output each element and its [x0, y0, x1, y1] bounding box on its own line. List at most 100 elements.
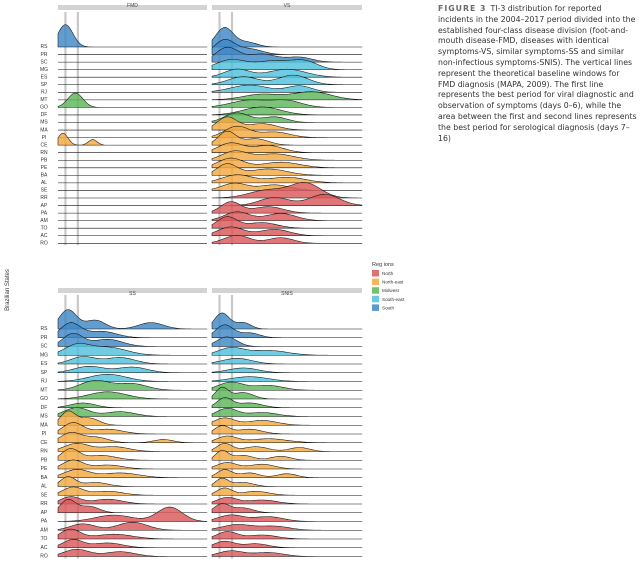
panel-strip-snis: [212, 288, 362, 293]
state-label-ac: AC: [41, 545, 48, 551]
state-label-am: AM: [40, 527, 48, 533]
ridge-vs-df: [211, 106, 363, 116]
ridge-ss-rr: [57, 496, 208, 505]
panel-fmd: FMD: [57, 3, 208, 246]
ridge-ss-al: [57, 476, 208, 487]
state-label-ba: BA: [41, 173, 48, 179]
panel-strip-vs: [212, 5, 362, 10]
legend-item-south-east: South-east: [372, 295, 405, 303]
ridge-ss-ro: [57, 548, 208, 557]
ridge-ss-ce: [57, 432, 208, 444]
state-label-sc: SC: [41, 344, 48, 350]
state-label-ma: MA: [40, 127, 48, 133]
panel-title-ss: SS: [129, 291, 136, 297]
ridge-ss-sp: [57, 365, 208, 374]
panel-title-snis: SNIS: [281, 291, 293, 297]
legend-label-north: North: [382, 271, 394, 276]
legend-item-north-east: North-east: [372, 278, 404, 286]
state-label-ma: MA: [40, 422, 48, 428]
ridge-fmd-rs: [57, 24, 208, 48]
legend-label-south-east: South-east: [382, 297, 405, 302]
state-label-mg: MG: [40, 67, 48, 73]
state-label-pi: PI: [42, 135, 47, 141]
ridge-snis-mt: [211, 381, 363, 391]
ridge-ss-ba: [57, 469, 208, 479]
state-label-ms: MS: [40, 120, 48, 126]
ridge-vs-ba: [211, 163, 363, 176]
state-label-df: DF: [41, 405, 48, 411]
ridge-snis-ro: [211, 550, 363, 557]
figure-caption: FIGURE 3 TI-3 distribution for reported i…: [438, 4, 638, 144]
state-label-rr: RR: [40, 501, 48, 507]
ridge-snis-mg: [211, 347, 363, 356]
state-label-rr: RR: [40, 195, 48, 201]
state-label-ac: AC: [41, 233, 48, 239]
ridge-snis-ce: [211, 435, 363, 444]
ridge-ss-es: [57, 356, 208, 365]
state-label-es: ES: [41, 361, 48, 367]
ridge-snis-pb: [211, 449, 363, 461]
ridge-ss-ma: [57, 410, 208, 426]
state-label-al: AL: [41, 484, 47, 490]
panel-snis: SNIS: [211, 288, 363, 559]
state-label-mt: MT: [40, 387, 47, 393]
state-label-rj: RJ: [41, 379, 48, 385]
ridge-ss-am: [57, 521, 208, 531]
ridge-vs-mt: [211, 91, 363, 101]
panel-vs: VS: [211, 3, 363, 246]
state-label-es: ES: [41, 74, 48, 80]
state-label-am: AM: [40, 218, 48, 224]
state-label-to: TO: [41, 225, 48, 231]
state-label-pe: PE: [41, 165, 48, 171]
panel-title-vs: VS: [284, 3, 291, 9]
state-labels-layer: RSPRSCMGESSPRJMTGODFMSMAPICERNPBPEBAALSE…: [40, 44, 48, 560]
ridge-fmd-ce: [57, 132, 208, 146]
panel-title-fmd: FMD: [127, 3, 138, 9]
panel-ss: SS: [57, 288, 208, 559]
ridge-snis-sc: [211, 336, 363, 347]
ridge-vs-rn: [211, 142, 363, 153]
ridge-snis-rs: [211, 312, 363, 330]
ridge-snis-ac: [211, 540, 363, 549]
ridge-vs-ce: [211, 130, 363, 146]
ridge-snis-sp: [211, 367, 363, 374]
legend-label-south: South: [382, 305, 394, 310]
state-label-pa: PA: [41, 210, 48, 216]
state-label-pb: PB: [41, 457, 48, 463]
state-label-ms: MS: [40, 414, 48, 420]
ridge-snis-rn: [211, 443, 363, 452]
ridge-ss-mg: [57, 343, 208, 356]
panel-strip-ss: [58, 288, 207, 293]
ridge-vs-pb: [211, 150, 363, 161]
ridge-ss-df: [57, 402, 208, 409]
ridge-ss-ac: [57, 539, 208, 549]
state-label-go: GO: [40, 105, 48, 111]
ridge-ss-mt: [57, 380, 208, 391]
figure-label: FIGURE 3: [438, 4, 487, 13]
caption-text: TI-3 distribution for reported incidents…: [438, 4, 637, 143]
state-label-sp: SP: [41, 82, 48, 88]
ridge-vs-go: [211, 99, 363, 108]
legend-swatch-south-east: [372, 295, 379, 303]
state-label-ap: AP: [41, 203, 48, 209]
ridge-snis-rr: [211, 497, 363, 505]
ridge-vs-ro: [211, 235, 363, 244]
legend-item-north: North: [372, 270, 394, 277]
state-label-pe: PE: [41, 466, 48, 472]
ridge-snis-am: [211, 524, 363, 531]
ridge-vs-ac: [211, 226, 363, 237]
state-label-rj: RJ: [41, 90, 48, 96]
state-label-ce: CE: [41, 440, 49, 446]
ridge-ss-rj: [57, 374, 208, 382]
legend-item-south: South: [372, 304, 394, 311]
ridge-vs-pi: [211, 125, 363, 138]
ridge-ss-ms: [57, 407, 208, 417]
state-label-pa: PA: [41, 519, 48, 525]
state-label-rs: RS: [41, 326, 49, 332]
ridge-snis-al: [211, 477, 363, 487]
state-label-rn: RN: [40, 150, 48, 156]
ridge-ss-ap: [57, 499, 208, 514]
ridge-vs-pa: [211, 201, 363, 214]
ridge-vs-pe: [211, 157, 363, 169]
